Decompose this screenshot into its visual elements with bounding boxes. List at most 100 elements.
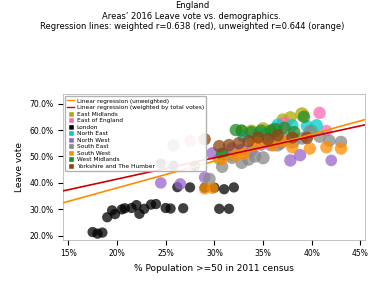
Point (328, 158, 334, 163)
Point (162, 206, 169, 210)
Point (291, 130, 297, 134)
Point (229, 146, 235, 151)
Point (323, 128, 329, 133)
Point (202, 175, 208, 180)
Point (158, 161, 164, 166)
Point (202, 185, 208, 190)
Point (301, 115, 307, 119)
Point (216, 144, 222, 149)
Point (280, 117, 286, 122)
Point (297, 153, 303, 158)
Point (287, 115, 293, 120)
Point (309, 128, 315, 133)
Point (174, 185, 180, 190)
Point (167, 206, 174, 211)
Point (148, 202, 154, 207)
Point (258, 142, 264, 147)
Point (229, 153, 235, 158)
Point (268, 139, 274, 143)
Point (323, 145, 329, 149)
Point (270, 143, 276, 148)
Point (258, 129, 264, 133)
Point (245, 139, 252, 143)
Point (314, 123, 320, 128)
Point (238, 160, 245, 165)
Point (158, 181, 164, 185)
Point (129, 206, 135, 210)
Point (316, 134, 323, 139)
Text: England
Areas’ 2016 Leave vote vs. demographics.
Regression lines: weighted r=0.: England Areas’ 2016 Leave vote vs. demog… (40, 1, 344, 31)
Point (272, 128, 278, 132)
Point (262, 132, 268, 137)
Point (260, 156, 266, 160)
Point (255, 135, 261, 140)
Point (233, 128, 239, 132)
Y-axis label: Leave vote: Leave vote (15, 142, 24, 192)
Point (275, 122, 281, 127)
Point (268, 139, 274, 143)
Point (219, 151, 225, 156)
Point (268, 142, 274, 147)
Legend: Linear regression (unweighted), Linear regression (weighted by total votes), Eas: Linear regression (unweighted), Linear r… (65, 96, 207, 171)
Point (136, 211, 142, 216)
Point (209, 151, 215, 156)
Point (170, 143, 177, 148)
Point (219, 151, 225, 156)
Point (209, 186, 215, 190)
Point (307, 129, 313, 134)
Point (275, 143, 281, 148)
Point (192, 163, 198, 168)
Point (216, 157, 222, 161)
Point (299, 136, 305, 141)
Point (216, 206, 222, 211)
Point (265, 137, 271, 142)
Point (280, 136, 286, 140)
Point (236, 141, 242, 145)
Point (326, 138, 333, 143)
Point (229, 156, 235, 160)
Point (119, 207, 125, 212)
Point (89, 230, 96, 234)
Point (226, 206, 232, 211)
Point (202, 186, 208, 191)
Point (238, 128, 245, 133)
Point (280, 139, 286, 143)
Point (153, 202, 159, 206)
Point (238, 128, 245, 133)
Point (287, 158, 293, 163)
Point (133, 203, 139, 207)
Point (202, 137, 208, 142)
Point (258, 140, 264, 144)
Point (275, 126, 281, 131)
Point (240, 134, 247, 139)
Point (281, 126, 288, 130)
Point (240, 151, 247, 156)
Point (338, 140, 344, 144)
Point (141, 206, 147, 211)
Point (180, 206, 186, 211)
Point (252, 133, 258, 138)
Point (187, 185, 193, 190)
Point (94, 231, 101, 236)
Point (187, 139, 193, 143)
Point (233, 153, 239, 158)
Point (122, 206, 128, 211)
X-axis label: % Population >=50 in 2011 census: % Population >=50 in 2011 census (134, 264, 294, 273)
Point (238, 147, 245, 152)
Point (219, 164, 225, 169)
Point (104, 215, 110, 219)
Point (109, 208, 115, 213)
Point (170, 163, 177, 168)
Point (245, 157, 252, 162)
Point (255, 130, 261, 135)
Point (248, 129, 255, 133)
Point (289, 135, 295, 140)
Point (304, 134, 310, 138)
Point (231, 185, 237, 190)
Point (248, 148, 255, 153)
Point (307, 146, 313, 151)
Point (281, 122, 288, 126)
Point (112, 212, 118, 216)
Point (99, 230, 106, 235)
Point (316, 111, 323, 115)
